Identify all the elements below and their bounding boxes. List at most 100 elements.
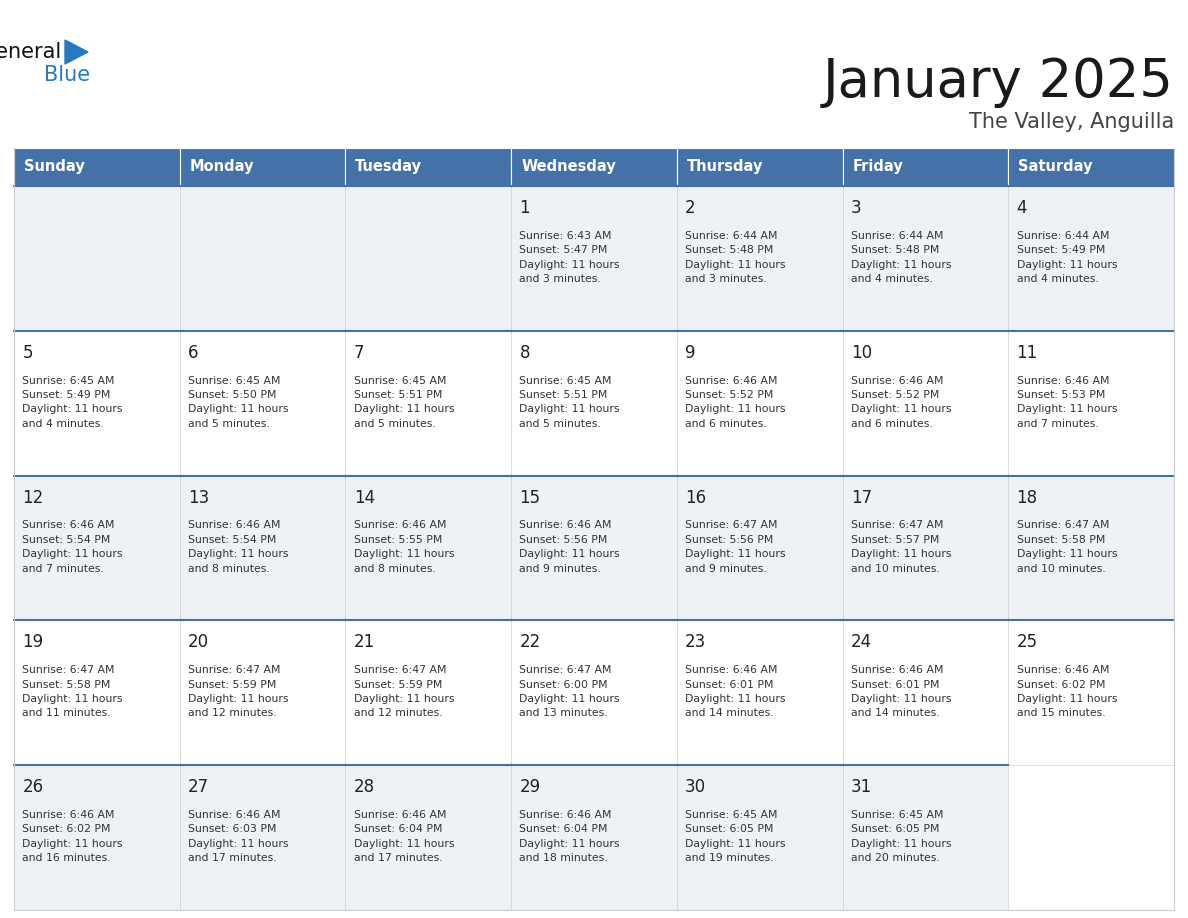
Text: Sunrise: 6:46 AM
Sunset: 5:55 PM
Daylight: 11 hours
and 8 minutes.: Sunrise: 6:46 AM Sunset: 5:55 PM Dayligh… <box>354 521 454 574</box>
Text: General: General <box>0 42 62 62</box>
Text: 24: 24 <box>851 633 872 652</box>
Bar <box>677 330 842 476</box>
Text: 2: 2 <box>685 199 696 217</box>
Text: Tuesday: Tuesday <box>355 160 423 174</box>
Text: Sunrise: 6:47 AM
Sunset: 6:00 PM
Daylight: 11 hours
and 13 minutes.: Sunrise: 6:47 AM Sunset: 6:00 PM Dayligh… <box>519 666 620 719</box>
Text: Sunrise: 6:46 AM
Sunset: 6:02 PM
Daylight: 11 hours
and 15 minutes.: Sunrise: 6:46 AM Sunset: 6:02 PM Dayligh… <box>1017 666 1117 719</box>
Bar <box>511 330 677 476</box>
Text: Sunrise: 6:47 AM
Sunset: 5:59 PM
Daylight: 11 hours
and 12 minutes.: Sunrise: 6:47 AM Sunset: 5:59 PM Dayligh… <box>188 666 289 719</box>
Bar <box>14 621 179 766</box>
Bar <box>677 766 842 910</box>
Text: Sunrise: 6:46 AM
Sunset: 6:01 PM
Daylight: 11 hours
and 14 minutes.: Sunrise: 6:46 AM Sunset: 6:01 PM Dayligh… <box>851 666 952 719</box>
Text: Monday: Monday <box>190 160 254 174</box>
Bar <box>1009 621 1174 766</box>
Text: Sunrise: 6:46 AM
Sunset: 6:02 PM
Daylight: 11 hours
and 16 minutes.: Sunrise: 6:46 AM Sunset: 6:02 PM Dayligh… <box>23 810 122 863</box>
Bar <box>346 148 511 186</box>
Bar <box>346 621 511 766</box>
Text: Sunrise: 6:46 AM
Sunset: 6:03 PM
Daylight: 11 hours
and 17 minutes.: Sunrise: 6:46 AM Sunset: 6:03 PM Dayligh… <box>188 810 289 863</box>
Text: 21: 21 <box>354 633 375 652</box>
Text: 17: 17 <box>851 488 872 507</box>
Text: Sunday: Sunday <box>24 160 84 174</box>
Bar <box>14 148 179 186</box>
Text: Sunrise: 6:44 AM
Sunset: 5:48 PM
Daylight: 11 hours
and 4 minutes.: Sunrise: 6:44 AM Sunset: 5:48 PM Dayligh… <box>851 231 952 284</box>
Text: Sunrise: 6:46 AM
Sunset: 6:04 PM
Daylight: 11 hours
and 17 minutes.: Sunrise: 6:46 AM Sunset: 6:04 PM Dayligh… <box>354 810 454 863</box>
Text: Sunrise: 6:45 AM
Sunset: 5:51 PM
Daylight: 11 hours
and 5 minutes.: Sunrise: 6:45 AM Sunset: 5:51 PM Dayligh… <box>519 375 620 429</box>
Bar <box>677 476 842 621</box>
Bar <box>842 186 1009 330</box>
Bar <box>14 766 179 910</box>
Bar <box>1009 476 1174 621</box>
Bar <box>842 476 1009 621</box>
Bar <box>842 148 1009 186</box>
Text: 1: 1 <box>519 199 530 217</box>
Text: Sunrise: 6:46 AM
Sunset: 5:53 PM
Daylight: 11 hours
and 7 minutes.: Sunrise: 6:46 AM Sunset: 5:53 PM Dayligh… <box>1017 375 1117 429</box>
Text: 4: 4 <box>1017 199 1028 217</box>
Text: 13: 13 <box>188 488 209 507</box>
Text: The Valley, Anguilla: The Valley, Anguilla <box>968 112 1174 132</box>
Text: 23: 23 <box>685 633 707 652</box>
Bar <box>179 148 346 186</box>
Text: Friday: Friday <box>853 160 903 174</box>
Text: Sunrise: 6:47 AM
Sunset: 5:58 PM
Daylight: 11 hours
and 10 minutes.: Sunrise: 6:47 AM Sunset: 5:58 PM Dayligh… <box>1017 521 1117 574</box>
Text: Sunrise: 6:46 AM
Sunset: 5:56 PM
Daylight: 11 hours
and 9 minutes.: Sunrise: 6:46 AM Sunset: 5:56 PM Dayligh… <box>519 521 620 574</box>
Text: 22: 22 <box>519 633 541 652</box>
Text: Saturday: Saturday <box>1018 160 1093 174</box>
Text: Sunrise: 6:44 AM
Sunset: 5:48 PM
Daylight: 11 hours
and 3 minutes.: Sunrise: 6:44 AM Sunset: 5:48 PM Dayligh… <box>685 231 785 284</box>
Bar <box>677 186 842 330</box>
Bar <box>179 330 346 476</box>
Text: 15: 15 <box>519 488 541 507</box>
Text: Sunrise: 6:44 AM
Sunset: 5:49 PM
Daylight: 11 hours
and 4 minutes.: Sunrise: 6:44 AM Sunset: 5:49 PM Dayligh… <box>1017 231 1117 284</box>
Bar <box>346 186 511 330</box>
Text: Sunrise: 6:45 AM
Sunset: 5:49 PM
Daylight: 11 hours
and 4 minutes.: Sunrise: 6:45 AM Sunset: 5:49 PM Dayligh… <box>23 375 122 429</box>
Text: Sunrise: 6:46 AM
Sunset: 6:01 PM
Daylight: 11 hours
and 14 minutes.: Sunrise: 6:46 AM Sunset: 6:01 PM Dayligh… <box>685 666 785 719</box>
Text: Sunrise: 6:45 AM
Sunset: 5:50 PM
Daylight: 11 hours
and 5 minutes.: Sunrise: 6:45 AM Sunset: 5:50 PM Dayligh… <box>188 375 289 429</box>
Bar <box>511 148 677 186</box>
Text: Sunrise: 6:47 AM
Sunset: 5:59 PM
Daylight: 11 hours
and 12 minutes.: Sunrise: 6:47 AM Sunset: 5:59 PM Dayligh… <box>354 666 454 719</box>
Polygon shape <box>65 40 88 64</box>
Text: Sunrise: 6:46 AM
Sunset: 5:52 PM
Daylight: 11 hours
and 6 minutes.: Sunrise: 6:46 AM Sunset: 5:52 PM Dayligh… <box>851 375 952 429</box>
Bar <box>179 766 346 910</box>
Bar <box>842 330 1009 476</box>
Text: 8: 8 <box>519 344 530 362</box>
Text: 3: 3 <box>851 199 861 217</box>
Bar <box>511 621 677 766</box>
Text: Sunrise: 6:47 AM
Sunset: 5:56 PM
Daylight: 11 hours
and 9 minutes.: Sunrise: 6:47 AM Sunset: 5:56 PM Dayligh… <box>685 521 785 574</box>
Text: 10: 10 <box>851 344 872 362</box>
Text: Sunrise: 6:45 AM
Sunset: 6:05 PM
Daylight: 11 hours
and 19 minutes.: Sunrise: 6:45 AM Sunset: 6:05 PM Dayligh… <box>685 810 785 863</box>
Bar <box>346 476 511 621</box>
Text: 27: 27 <box>188 778 209 796</box>
Text: Sunrise: 6:45 AM
Sunset: 5:51 PM
Daylight: 11 hours
and 5 minutes.: Sunrise: 6:45 AM Sunset: 5:51 PM Dayligh… <box>354 375 454 429</box>
Bar <box>677 148 842 186</box>
Text: Sunrise: 6:46 AM
Sunset: 5:54 PM
Daylight: 11 hours
and 8 minutes.: Sunrise: 6:46 AM Sunset: 5:54 PM Dayligh… <box>188 521 289 574</box>
Text: 7: 7 <box>354 344 365 362</box>
Text: 11: 11 <box>1017 344 1038 362</box>
Bar <box>179 186 346 330</box>
Text: Sunrise: 6:46 AM
Sunset: 5:52 PM
Daylight: 11 hours
and 6 minutes.: Sunrise: 6:46 AM Sunset: 5:52 PM Dayligh… <box>685 375 785 429</box>
Text: 9: 9 <box>685 344 696 362</box>
Text: January 2025: January 2025 <box>823 56 1174 108</box>
Text: 20: 20 <box>188 633 209 652</box>
Text: 6: 6 <box>188 344 198 362</box>
Bar <box>346 330 511 476</box>
Bar <box>511 186 677 330</box>
Text: 26: 26 <box>23 778 44 796</box>
Text: Thursday: Thursday <box>687 160 763 174</box>
Bar <box>1009 148 1174 186</box>
Text: Sunrise: 6:47 AM
Sunset: 5:58 PM
Daylight: 11 hours
and 11 minutes.: Sunrise: 6:47 AM Sunset: 5:58 PM Dayligh… <box>23 666 122 719</box>
Bar <box>14 330 179 476</box>
Text: Sunrise: 6:43 AM
Sunset: 5:47 PM
Daylight: 11 hours
and 3 minutes.: Sunrise: 6:43 AM Sunset: 5:47 PM Dayligh… <box>519 231 620 284</box>
Bar <box>346 766 511 910</box>
Text: 18: 18 <box>1017 488 1037 507</box>
Text: 25: 25 <box>1017 633 1037 652</box>
Text: 30: 30 <box>685 778 707 796</box>
Bar <box>511 476 677 621</box>
Text: Sunrise: 6:47 AM
Sunset: 5:57 PM
Daylight: 11 hours
and 10 minutes.: Sunrise: 6:47 AM Sunset: 5:57 PM Dayligh… <box>851 521 952 574</box>
Text: 31: 31 <box>851 778 872 796</box>
Text: Sunrise: 6:45 AM
Sunset: 6:05 PM
Daylight: 11 hours
and 20 minutes.: Sunrise: 6:45 AM Sunset: 6:05 PM Dayligh… <box>851 810 952 863</box>
Bar <box>511 766 677 910</box>
Text: 29: 29 <box>519 778 541 796</box>
Bar <box>842 766 1009 910</box>
Bar <box>677 621 842 766</box>
Bar <box>14 186 179 330</box>
Bar <box>1009 330 1174 476</box>
